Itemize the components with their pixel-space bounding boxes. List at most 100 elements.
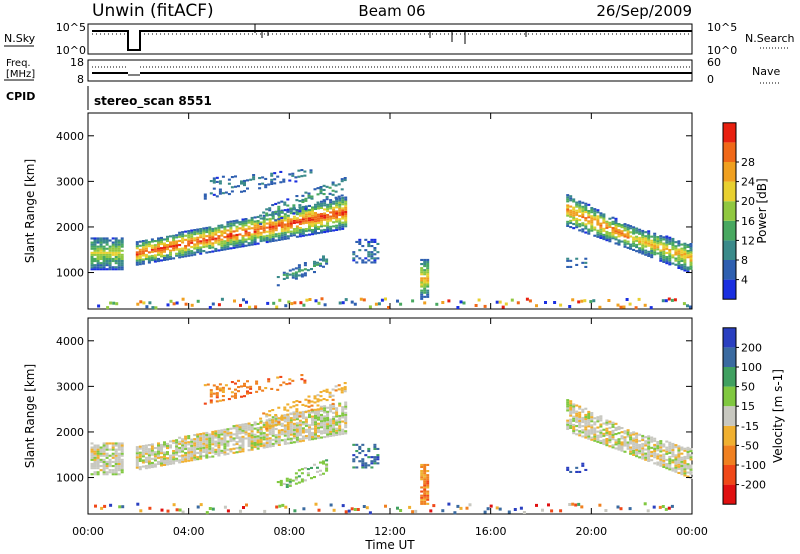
echo-cell [193,239,197,242]
echo-cell [677,453,681,456]
echo-cell [653,251,657,254]
echo-cell [644,452,648,455]
colorbar-tick-label: 8 [741,254,748,267]
echo-cell [338,222,342,225]
echo-cell [674,247,678,250]
echo-cell [311,220,314,223]
echo-cell [578,210,582,213]
echo-cell [420,498,424,501]
echo-cell [626,230,630,233]
echo-cell [265,446,269,449]
ground-cell [399,509,403,512]
echo-cell [196,238,200,241]
echo-cell [298,438,302,441]
echo-cell [238,227,242,230]
echo-cell [96,452,100,455]
echo-cell [611,222,615,225]
echo-cell [169,460,172,463]
echo-cell [632,226,636,229]
echo-cell [313,395,317,398]
ground-cell [362,505,366,508]
echo-cell [370,462,374,465]
echo-cell [271,204,275,207]
nsky-strip: N.Sky 10^5 10^0 10^5 10^0 N.Search [4,21,795,57]
echo-cell [680,464,684,467]
echo-cell [314,421,317,424]
echo-cell [635,231,639,234]
echo-cell [338,431,342,434]
echo-cell [632,453,636,456]
echo-cell [181,251,185,254]
echo-cell [286,417,290,420]
echo-cell [629,450,633,453]
echo-cell [320,204,323,207]
echo-cell [208,251,212,254]
echo-cell [659,440,663,443]
echo-cell [686,450,690,453]
echo-cell [193,444,197,447]
echo-cell [295,225,299,228]
echo-cell [668,464,672,467]
echo-cell [326,429,330,432]
echo-cell [662,459,666,462]
echo-cell [301,431,305,434]
echo-cell [671,237,675,240]
echo-cell [96,266,100,269]
echo-cell [593,216,597,219]
echo-cell [341,213,345,216]
echo-cell [614,219,618,222]
echo-cell [271,233,275,236]
echo-cell [323,214,327,217]
echo-cell [256,220,260,223]
echo-cell [659,255,663,258]
echo-cell [653,450,657,453]
echo-cell [111,452,115,455]
echo-cell [304,430,308,433]
echo-cell [311,415,314,418]
echo-cell [614,238,618,241]
echo-cell [144,444,148,447]
echo-cell [227,398,231,401]
echo-cell [671,248,675,251]
echo-cell [320,225,323,228]
echo-cell [114,251,118,254]
echo-cell [572,206,576,209]
echo-cell [367,240,371,243]
echo-cell [102,245,106,248]
echo-cell [423,281,427,284]
echo-cell [599,431,603,434]
ground-cell [550,509,554,513]
echo-cell [650,235,654,238]
echo-cell [178,239,182,242]
echo-cell [596,440,600,443]
echo-cell [635,453,639,456]
echo-cell [677,266,681,269]
echo-cell [93,446,97,449]
echo-cell [117,266,121,269]
echo-cell [217,429,221,432]
echo-cell [344,223,348,226]
echo-cell [262,227,266,230]
echo-cell [268,445,272,448]
echo-cell [235,238,239,241]
echo-cell [298,413,302,416]
echo-cell [150,457,154,460]
echo-cell [304,416,308,419]
echo-cell [262,412,266,415]
echo-cell [641,455,645,458]
echo-cell [623,444,627,447]
echo-cell [426,494,430,497]
echo-cell [105,262,109,265]
echo-cell [569,209,573,212]
echo-cell [575,211,579,214]
echo-cell [229,241,233,244]
echo-cell [217,452,221,455]
echo-cell [135,464,139,467]
echo-cell [262,229,266,232]
echo-cell [644,436,648,439]
ground-cell [118,505,122,509]
echo-cell [635,250,639,253]
echo-cell [141,258,145,261]
echo-cell [650,245,654,248]
ground-cell [172,302,176,306]
